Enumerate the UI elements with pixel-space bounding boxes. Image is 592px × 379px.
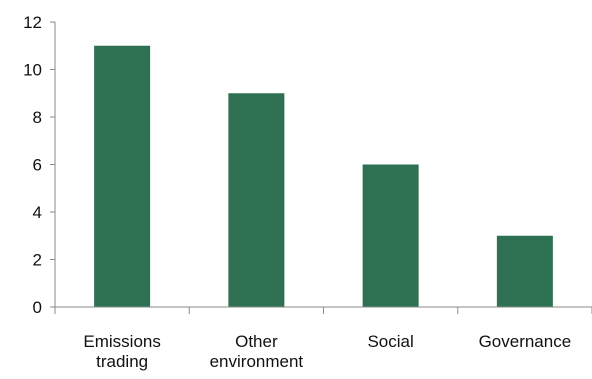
bar-other-environment <box>228 93 285 307</box>
y-tick-label: 6 <box>33 156 42 175</box>
x-tick-label: trading <box>96 352 148 371</box>
y-tick-label: 8 <box>33 108 42 127</box>
y-tick-label: 0 <box>33 298 42 317</box>
y-tick-label: 12 <box>23 13 42 32</box>
bar-emissions-trading <box>94 45 151 307</box>
x-tick-label: Emissions <box>83 332 160 351</box>
y-tick-label: 4 <box>33 203 42 222</box>
y-axis: 0 2 4 6 8 10 12 <box>23 13 56 317</box>
y-tick-label: 10 <box>23 61 42 80</box>
bars <box>94 45 553 307</box>
x-tick-label: environment <box>210 352 304 371</box>
bar-social <box>362 164 419 307</box>
bar-governance <box>496 235 553 307</box>
y-tick-label: 2 <box>33 251 42 270</box>
x-tick-label: Social <box>367 332 413 351</box>
x-tick-label: Governance <box>479 332 572 351</box>
x-tick-label: Other <box>235 332 278 351</box>
